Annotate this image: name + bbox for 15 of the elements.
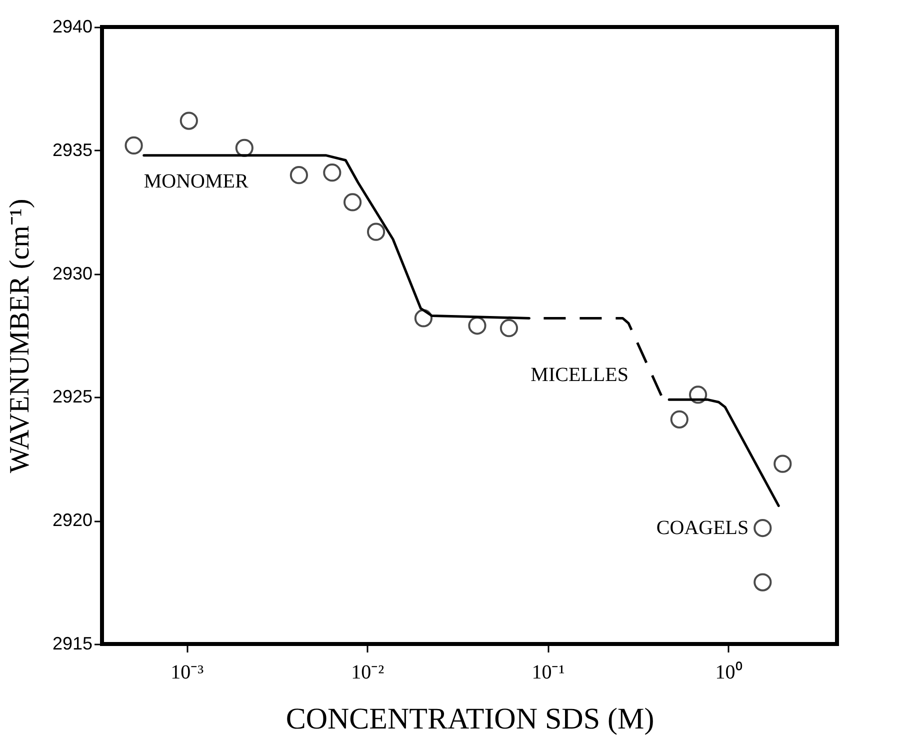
y-tick-label: 2925 [52, 386, 92, 407]
y-axis-title: WAVENUMBER (cm⁻¹) [4, 198, 36, 474]
y-tick-label: 2935 [52, 140, 92, 160]
annotation: MONOMER [144, 170, 249, 192]
y-tick-label: 2930 [52, 263, 92, 284]
x-tick-label: 10⁻¹ [532, 662, 565, 684]
y-tick-label: 2940 [52, 16, 92, 36]
annotation: MICELLES [530, 364, 628, 386]
annotation: COAGELS [656, 517, 749, 540]
y-tick-label: 2915 [52, 634, 92, 654]
x-tick-label: 10⁻² [351, 662, 384, 684]
y-tick-label: 2920 [52, 510, 92, 530]
x-tick-label: 10⁻³ [170, 662, 204, 684]
x-tick-label: 10⁰ [715, 660, 742, 684]
x-axis-title: CONCENTRATION SDS (M) [286, 702, 654, 736]
